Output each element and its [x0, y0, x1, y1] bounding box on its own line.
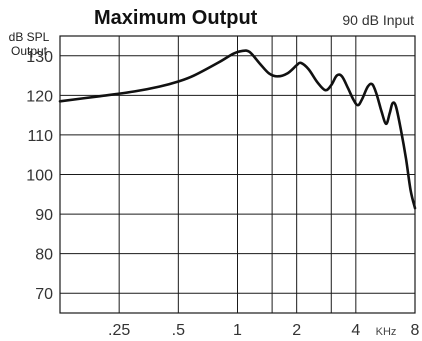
y-tick-labels: 130 120 110 100 90 80 70: [26, 49, 53, 303]
x-tick-label: 4: [351, 322, 360, 339]
y-tick-label: 100: [26, 168, 53, 185]
y-tick-label: 70: [35, 286, 53, 303]
x-tick-label: 2: [292, 322, 301, 339]
x-tick-label: .5: [172, 322, 185, 339]
chart-title: Maximum Output: [94, 7, 258, 29]
x-unit-label: KHz: [376, 326, 397, 338]
chart-subtitle: 90 dB Input: [342, 12, 414, 28]
y-tick-label: 90: [35, 207, 53, 224]
y-tick-label: 80: [35, 247, 53, 264]
y-tick-label: 110: [27, 128, 53, 145]
y-tick-label: 130: [26, 49, 53, 66]
plot-frame: [59, 35, 416, 314]
y-axis-label-line2: Output: [11, 44, 48, 58]
grid: [60, 36, 416, 313]
y-axis-label-line1: dB SPL: [9, 30, 50, 44]
series-layer: [58, 49, 417, 210]
x-tick-labels: .25 .5 1 2 4 8: [108, 322, 420, 339]
x-tick-label: .25: [108, 322, 130, 339]
y-tick-label: 120: [26, 88, 53, 105]
x-tick-label: 1: [233, 322, 242, 339]
output-curve: [58, 49, 417, 210]
x-tick-label: 8: [411, 322, 420, 339]
